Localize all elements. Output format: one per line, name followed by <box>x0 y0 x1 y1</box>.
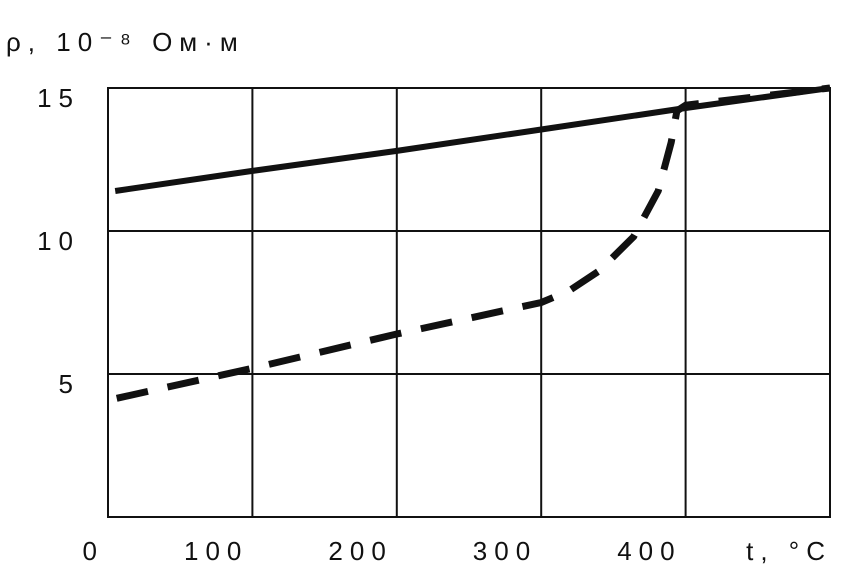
line-series <box>114 85 831 194</box>
x-tick-label: 400 <box>617 536 681 566</box>
y-axis-label: ρ, 10⁻⁸ Ом·м <box>6 27 245 57</box>
y-tick-label: 5 <box>59 369 80 399</box>
y-tick-label: 15 <box>37 83 80 113</box>
x-tick-label: 200 <box>328 536 392 566</box>
x-tick-label: 0 <box>83 536 104 566</box>
plot-frame <box>107 87 831 518</box>
x-tick-label: 300 <box>473 536 537 566</box>
line-series <box>115 84 831 402</box>
x-tick-label: 100 <box>184 536 248 566</box>
y-tick-label: 10 <box>37 226 80 256</box>
x-axis-label: t, °C <box>746 536 832 566</box>
